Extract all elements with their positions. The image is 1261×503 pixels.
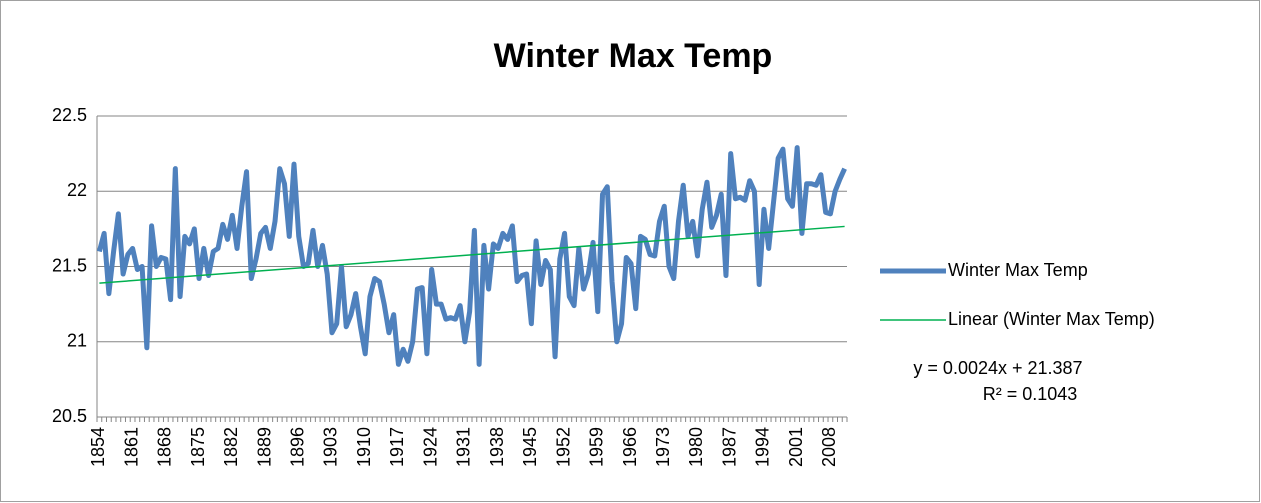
x-tick-label: 1896 [287,427,307,467]
x-tick-label: 1854 [88,427,108,467]
trendline [99,225,845,284]
x-tick-label: 2001 [786,427,806,467]
legend-label: Linear (Winter Max Temp) [948,309,1155,329]
data-line [96,145,847,367]
x-tick-label: 1952 [553,427,573,467]
x-tick-label: 2008 [819,427,839,467]
trend-equation: y = 0.0024x + 21.387 [913,358,1082,378]
legend-label: Winter Max Temp [948,260,1088,280]
y-tick-label: 22 [67,180,87,200]
trend-r-squared: R² = 0.1043 [983,384,1078,404]
x-tick-label: 1973 [653,427,673,467]
x-tick-label: 1917 [387,427,407,467]
x-tick-label: 1931 [454,427,474,467]
x-minor-ticks [96,417,848,422]
x-tick-label: 1889 [254,427,274,467]
x-tick-label: 1910 [354,427,374,467]
x-tick-label: 1875 [188,427,208,467]
y-tick-label: 22.5 [52,105,87,125]
x-tick-label: 1987 [719,427,739,467]
x-tick-label: 1980 [686,427,706,467]
x-tick-label: 1938 [487,427,507,467]
x-tick-label: 1959 [587,427,607,467]
x-tick-label: 1882 [221,427,241,467]
x-tick-label: 1945 [520,427,540,467]
x-tick-label: 1861 [121,427,141,467]
x-tick-label: 1994 [753,427,773,467]
chart-title: Winter Max Temp [494,37,773,75]
x-tick-label: 1924 [420,427,440,467]
y-tick-label: 21.5 [52,255,87,275]
x-tick-label: 1903 [321,427,341,467]
x-tick-label: 1868 [155,427,175,467]
x-tick-label: 1966 [620,427,640,467]
y-tick-label: 21 [67,331,87,351]
y-tick-label: 20.5 [52,406,87,426]
